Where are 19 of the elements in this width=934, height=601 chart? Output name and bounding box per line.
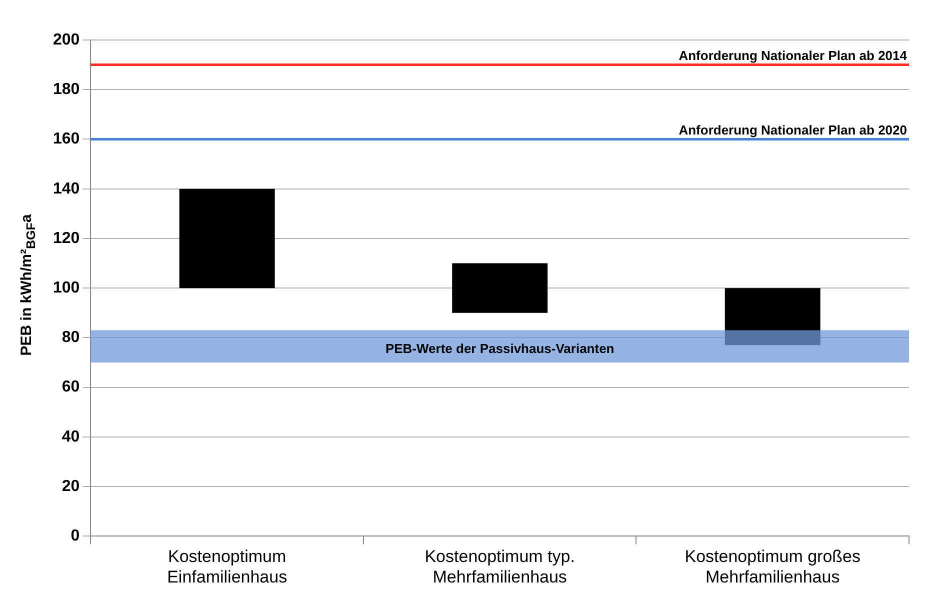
bar [179,188,275,288]
y-tick-label: 140 [52,180,80,198]
y-tick-label: 120 [52,230,80,247]
ref-line-label: Anforderung Nationaler Plan ab 2020 [678,122,907,138]
y-tick-label: 160 [52,130,80,148]
y-tick-label: 200 [52,31,80,48]
ref-line-label: Anforderung Nationaler Plan ab 2014 [678,48,908,63]
y-tick-label: 180 [52,81,80,98]
band-label: PEB-Werte der Passivhaus-Varianten [385,340,614,356]
y-tick-label: 20 [62,478,80,495]
y-tick-label: 100 [52,280,80,297]
bar [452,263,548,313]
x-tick-label: Kostenoptimum Einfamilienhaus [167,547,288,586]
y-tick-label: 60 [62,378,80,396]
x-tick-label: Kostenoptimum großes Mehrfamilienhaus [684,547,860,586]
x-tick-label: Kostenoptimum typ. Mehrfamilienhaus [424,547,575,586]
y-tick-label: 40 [62,428,80,446]
y-tick-label: 80 [62,329,80,346]
y-tick-label: 0 [70,528,80,545]
